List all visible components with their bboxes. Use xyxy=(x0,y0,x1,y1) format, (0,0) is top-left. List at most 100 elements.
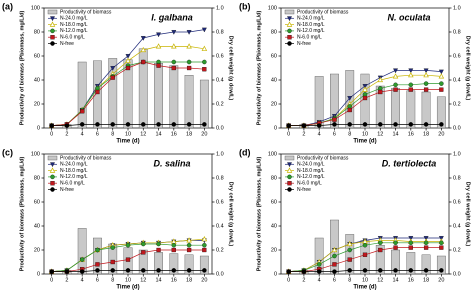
legend-marker xyxy=(50,162,55,168)
marker xyxy=(202,59,207,65)
legend-marker xyxy=(287,28,292,34)
x-tick-label: 8 xyxy=(348,131,351,137)
marker xyxy=(362,95,368,101)
marker xyxy=(362,122,368,127)
panel-title: D. tertiolecta xyxy=(382,158,437,168)
y-tick-label: 80 xyxy=(34,175,40,181)
marker xyxy=(347,268,352,273)
marker xyxy=(202,268,207,273)
panel-title: I. galbana xyxy=(151,12,193,22)
legend-marker xyxy=(287,16,292,22)
marker xyxy=(423,245,429,250)
marker xyxy=(408,240,414,246)
marker xyxy=(79,269,85,274)
marker xyxy=(316,269,322,274)
x-tick-label: 20 xyxy=(201,131,207,137)
marker xyxy=(347,257,352,262)
y2-tick-label: 0.4 xyxy=(216,77,224,83)
marker xyxy=(408,245,413,250)
marker xyxy=(316,262,322,267)
x-tick-label: 4 xyxy=(81,131,84,137)
marker xyxy=(125,122,131,127)
legend-marker xyxy=(287,187,292,192)
legend-marker xyxy=(287,162,292,168)
panel-label: (c) xyxy=(2,147,13,157)
y2-tick-label: 0.4 xyxy=(453,77,461,83)
marker xyxy=(423,72,429,78)
legend-label: N-free xyxy=(297,41,311,47)
y-axis-label: Productivity of biomass (Pbiomass, mg/L/… xyxy=(256,11,262,126)
y-tick-label: 20 xyxy=(271,101,277,107)
marker xyxy=(110,75,115,80)
legend-label: N-free xyxy=(60,41,74,47)
y2-tick-label: 0.6 xyxy=(453,199,461,205)
bar xyxy=(93,237,102,275)
marker xyxy=(95,86,100,91)
marker xyxy=(393,240,398,246)
x-tick-label: 14 xyxy=(392,131,398,137)
y2-tick-label: 0.0 xyxy=(453,271,461,277)
legend-marker xyxy=(49,167,56,173)
bar xyxy=(406,252,416,275)
bar xyxy=(330,73,339,129)
x-axis-label: Time (d) xyxy=(116,139,139,145)
y-tick-label: 80 xyxy=(271,29,277,35)
x-tick-label: 0 xyxy=(287,277,290,283)
x-tick-label: 2 xyxy=(65,277,68,283)
legend-label: N-12.0 mg/L xyxy=(297,174,325,180)
marker xyxy=(79,257,85,262)
y2-tick-label: 0.0 xyxy=(216,271,224,277)
marker xyxy=(125,57,131,63)
marker xyxy=(423,268,429,273)
y2-tick-label: 0.6 xyxy=(453,53,461,59)
y-tick-label: 80 xyxy=(34,29,40,35)
marker xyxy=(438,69,444,75)
marker xyxy=(171,268,177,273)
y-axis-label: Productivity of biomass (Pbiomass, mg/L/… xyxy=(19,11,25,126)
legend-marker xyxy=(50,28,55,34)
bar xyxy=(169,65,179,129)
x-tick-label: 6 xyxy=(333,131,336,137)
y-tick-label: 40 xyxy=(271,77,277,83)
y-tick-label: 20 xyxy=(34,247,40,253)
y2-tick-label: 0.6 xyxy=(216,53,224,59)
marker xyxy=(186,122,192,127)
marker xyxy=(332,269,337,274)
legend-marker xyxy=(50,35,55,40)
marker xyxy=(140,46,147,53)
y2-axis-label: Dry cell weight (g dcw/L) xyxy=(228,182,234,247)
marker xyxy=(332,117,337,122)
legend-label: N-18.0 mg/L xyxy=(297,22,325,28)
x-tick-label: 10 xyxy=(125,277,131,283)
marker xyxy=(301,269,307,274)
y2-axis-label: Dry cell weight (g dcw/L) xyxy=(465,182,471,247)
y-tick-label: 100 xyxy=(31,5,40,11)
x-tick-label: 18 xyxy=(423,131,429,137)
marker xyxy=(202,247,207,253)
y2-tick-label: 0.6 xyxy=(216,199,224,205)
marker xyxy=(423,87,429,92)
marker xyxy=(186,65,192,71)
marker xyxy=(49,269,54,274)
y-tick-label: 60 xyxy=(34,199,40,205)
y-axis-label: Productivity of biomass (Pbiomass, mg/L/… xyxy=(256,157,262,272)
marker xyxy=(439,240,444,246)
marker xyxy=(408,72,414,78)
y2-tick-label: 1.0 xyxy=(453,5,461,11)
marker xyxy=(201,27,207,33)
bar xyxy=(184,74,194,129)
x-tick-label: 2 xyxy=(302,277,305,283)
bar xyxy=(375,244,385,275)
y2-tick-label: 0.8 xyxy=(453,29,461,35)
y-tick-label: 100 xyxy=(31,151,40,157)
panel-title: N. oculata xyxy=(387,12,430,22)
marker xyxy=(347,96,353,101)
y-tick-label: 60 xyxy=(271,199,277,205)
marker xyxy=(408,268,414,273)
legend-label: N-12.0 mg/L xyxy=(60,28,88,34)
marker xyxy=(171,122,177,127)
marker xyxy=(125,54,131,59)
marker xyxy=(95,247,100,253)
marker xyxy=(286,123,291,128)
y2-tick-label: 1.0 xyxy=(216,151,224,157)
